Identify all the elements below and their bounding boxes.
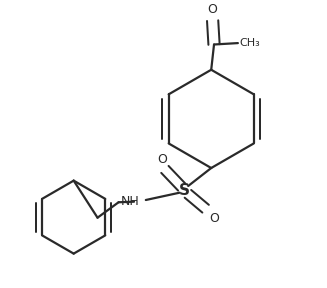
Text: CH₃: CH₃ bbox=[239, 37, 260, 48]
Text: O: O bbox=[209, 212, 219, 225]
Text: S: S bbox=[179, 183, 190, 198]
Text: O: O bbox=[158, 153, 168, 166]
Text: NH: NH bbox=[121, 195, 140, 208]
Text: O: O bbox=[208, 3, 217, 16]
